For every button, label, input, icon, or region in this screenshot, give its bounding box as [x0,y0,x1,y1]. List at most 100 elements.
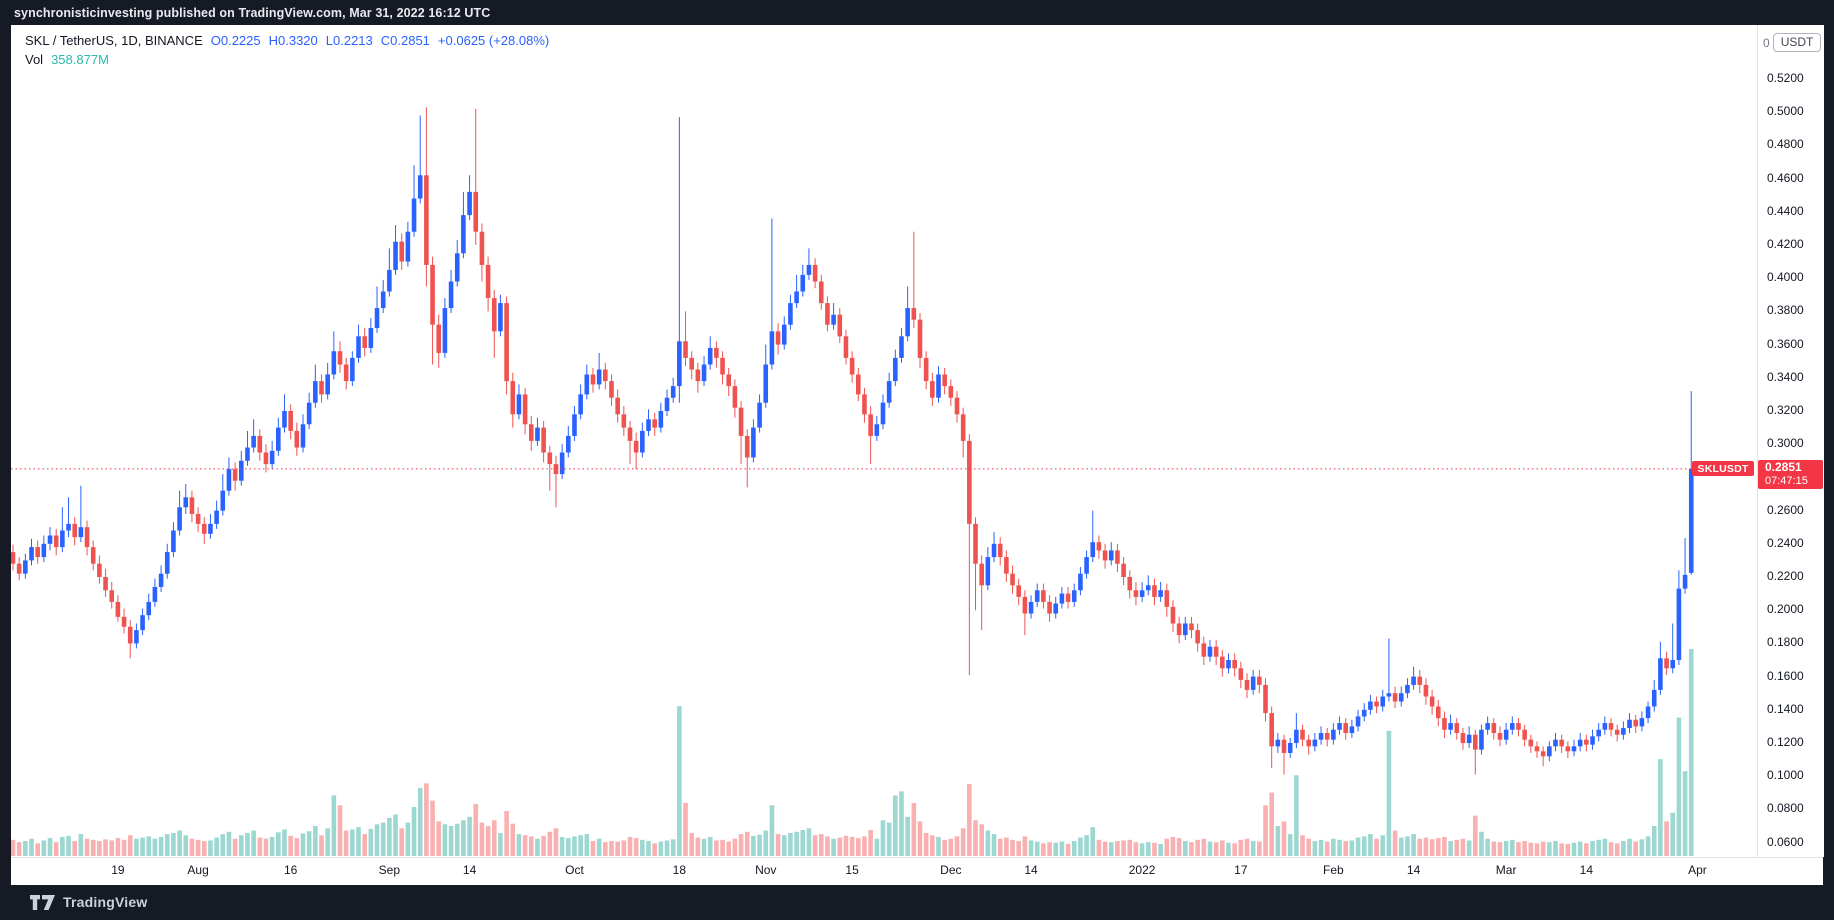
volume-bar [214,837,219,856]
candle-body [177,507,182,531]
volume-bar [1324,841,1330,856]
volume-bar [1485,838,1490,856]
volume-bar [1423,837,1429,856]
volume-bar [479,822,485,856]
volume-bar [146,836,152,856]
volume-bar [603,842,608,856]
ohlc-low: L0.2213 [325,33,373,48]
volume-bar [757,834,762,856]
candle-body [214,510,219,524]
candle-body [41,543,47,558]
candle-body [1306,739,1311,747]
volume-bar [238,835,244,856]
candle-body [1201,643,1207,657]
volume-bar [1627,838,1632,856]
candle-body [763,364,769,403]
candle-body [467,191,472,216]
volume-bar [862,836,867,856]
candlestick-chart[interactable] [11,25,1757,857]
volume-bar [923,832,929,856]
candle-body [53,535,59,548]
candle-body [621,414,627,428]
candle-body [195,513,201,524]
volume-bar [911,802,917,856]
candle-body [1244,679,1250,690]
time-axis[interactable]: 19 Aug 16 Sep 14 Oct 18 Nov 15 Dec 14 2022 17 Feb 14 Ma… [11,857,1823,885]
candle-body [1361,709,1367,717]
volume-bar [1374,838,1379,856]
volume-bar [362,834,367,856]
volume-bar [41,840,47,856]
volume-bar [825,836,830,856]
candle-body [300,424,306,448]
candle-body [566,435,571,453]
candle-body [269,450,275,465]
currency-toggle-button[interactable]: USDT [1772,33,1822,52]
tradingview-logo-link[interactable]: TradingView [30,894,147,910]
price-tick: 0.4400 [1767,203,1804,218]
volume-bar [683,802,688,856]
volume-bar [343,830,349,856]
candle-body [1170,606,1176,624]
volume-bar [1312,841,1318,856]
volume-bar [738,834,744,856]
candle-body [1263,684,1268,714]
candle-body [954,397,960,415]
volume-bar [1639,839,1645,856]
volume-bar [1522,841,1527,856]
volume-bar [491,820,497,856]
price-tick: 0.4600 [1767,170,1804,185]
time-tick: 2022 [1128,863,1156,877]
volume-bar [553,828,559,856]
candle-body [781,324,787,345]
candle-body [997,543,1003,558]
candle-body [424,175,429,265]
volume-bar [535,838,540,856]
volume-bar [973,820,978,856]
volume-bar [1633,841,1639,856]
candle-body [1207,646,1213,657]
candle-body [232,469,238,481]
candle-body [738,407,744,436]
volume-bar [726,841,732,856]
volume-bar [306,831,312,856]
candle-body [325,374,330,395]
volume-bar [572,836,577,856]
candle-body [967,440,972,524]
price-tick: 0.4800 [1767,137,1804,152]
candle-body [979,563,984,586]
price-tick: 0.2000 [1767,602,1804,617]
volume-bar [763,830,769,856]
candle-body [140,615,145,631]
volume-bar [164,834,170,856]
volume-bar [1608,842,1614,856]
candle-body [855,374,861,395]
candle-body [343,364,349,382]
volume-bar [609,841,614,856]
volume-bar [997,838,1003,856]
candle-body [319,381,324,395]
candle-body [590,374,596,385]
volume-bar [967,783,972,856]
price-axis[interactable]: 0.5200 0.5000 0.4800 0.4600 0.4400 0.4200 0.40… [1757,25,1824,857]
volume-label: Vol [25,52,44,67]
candle-body [1318,733,1324,740]
volume-bar [695,837,701,856]
volume-bar [183,835,189,856]
candle-body [146,601,152,616]
ohlc-high: H0.3320 [268,33,318,48]
volume-bar [800,830,806,856]
candle-body [331,351,337,375]
candle-body [226,469,232,491]
price-tick: 0.1600 [1767,668,1804,683]
volume-bar [905,816,910,856]
candle-body [1559,739,1564,747]
candle-body [1127,577,1133,591]
candle-body [1300,729,1305,740]
candle-body [658,411,664,428]
candle-body [1078,573,1083,591]
candle-body [368,328,374,348]
volume-bar [251,830,256,856]
volume-bar [1078,837,1083,856]
candle-body [615,397,620,415]
